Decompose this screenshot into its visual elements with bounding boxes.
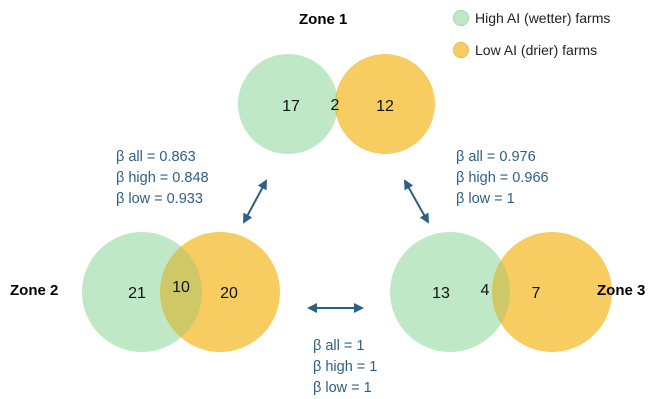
- zone-1-low-only-count: 12: [376, 98, 394, 115]
- beta-high: β high = 1: [313, 359, 378, 375]
- beta-all: β all = 1: [313, 338, 365, 354]
- beta-all: β all = 0.976: [456, 149, 536, 165]
- venn-zone-3: 13 4 7: [390, 232, 612, 352]
- arrow-zone1-zone2: [243, 179, 267, 224]
- legend-low-ai-label: Low AI (drier) farms: [475, 42, 598, 58]
- arrow-zone1-zone3: [404, 179, 429, 224]
- beta-low: β low = 1: [313, 380, 372, 396]
- stats-zone2-zone3: β all = 1 β high = 1 β low = 1: [313, 336, 377, 399]
- beta-low: β low = 1: [456, 191, 515, 207]
- legend-high-ai-label: High AI (wetter) farms: [475, 10, 611, 26]
- zone-1-shared-count: 2: [331, 97, 340, 114]
- legend-low-ai-swatch: [453, 42, 469, 58]
- venn-zone-1: 17 2 12: [238, 54, 435, 154]
- legend-high-ai: High AI (wetter) farms: [453, 10, 610, 26]
- zone-2-overlap: [160, 232, 202, 352]
- zone-2-title: Zone 2: [10, 282, 59, 299]
- legend-low-ai: Low AI (drier) farms: [453, 42, 597, 58]
- zone-2-high-only-count: 21: [128, 285, 146, 302]
- zone-2-shared-count: 10: [172, 279, 190, 296]
- zone-3-title: Zone 3: [597, 282, 646, 299]
- stats-zone1-zone2: β all = 0.863 β high = 0.848 β low = 0.9…: [116, 147, 209, 210]
- zone-3-low-ai-circle: [492, 232, 612, 352]
- zone-3-high-only-count: 13: [432, 285, 450, 302]
- beta-all: β all = 0.863: [116, 149, 196, 165]
- zone-3-low-only-count: 7: [532, 285, 541, 302]
- zone-1-high-only-count: 17: [282, 98, 300, 115]
- beta-high: β high = 0.966: [456, 170, 549, 186]
- legend-high-ai-swatch: [453, 10, 469, 26]
- beta-low: β low = 0.933: [116, 191, 203, 207]
- venn-zone-2: 21 10 20: [82, 232, 280, 352]
- beta-high: β high = 0.848: [116, 170, 209, 186]
- zone-3-shared-count: 4: [481, 282, 490, 299]
- zone-1-high-ai-circle: [238, 54, 338, 154]
- zone-3-high-ai-circle: [390, 232, 510, 352]
- stats-zone1-zone3: β all = 0.976 β high = 0.966 β low = 1: [456, 147, 549, 210]
- zone-1-low-ai-circle: [335, 54, 435, 154]
- zone-2-low-only-count: 20: [220, 285, 238, 302]
- zone-1-title: Zone 1: [299, 11, 348, 28]
